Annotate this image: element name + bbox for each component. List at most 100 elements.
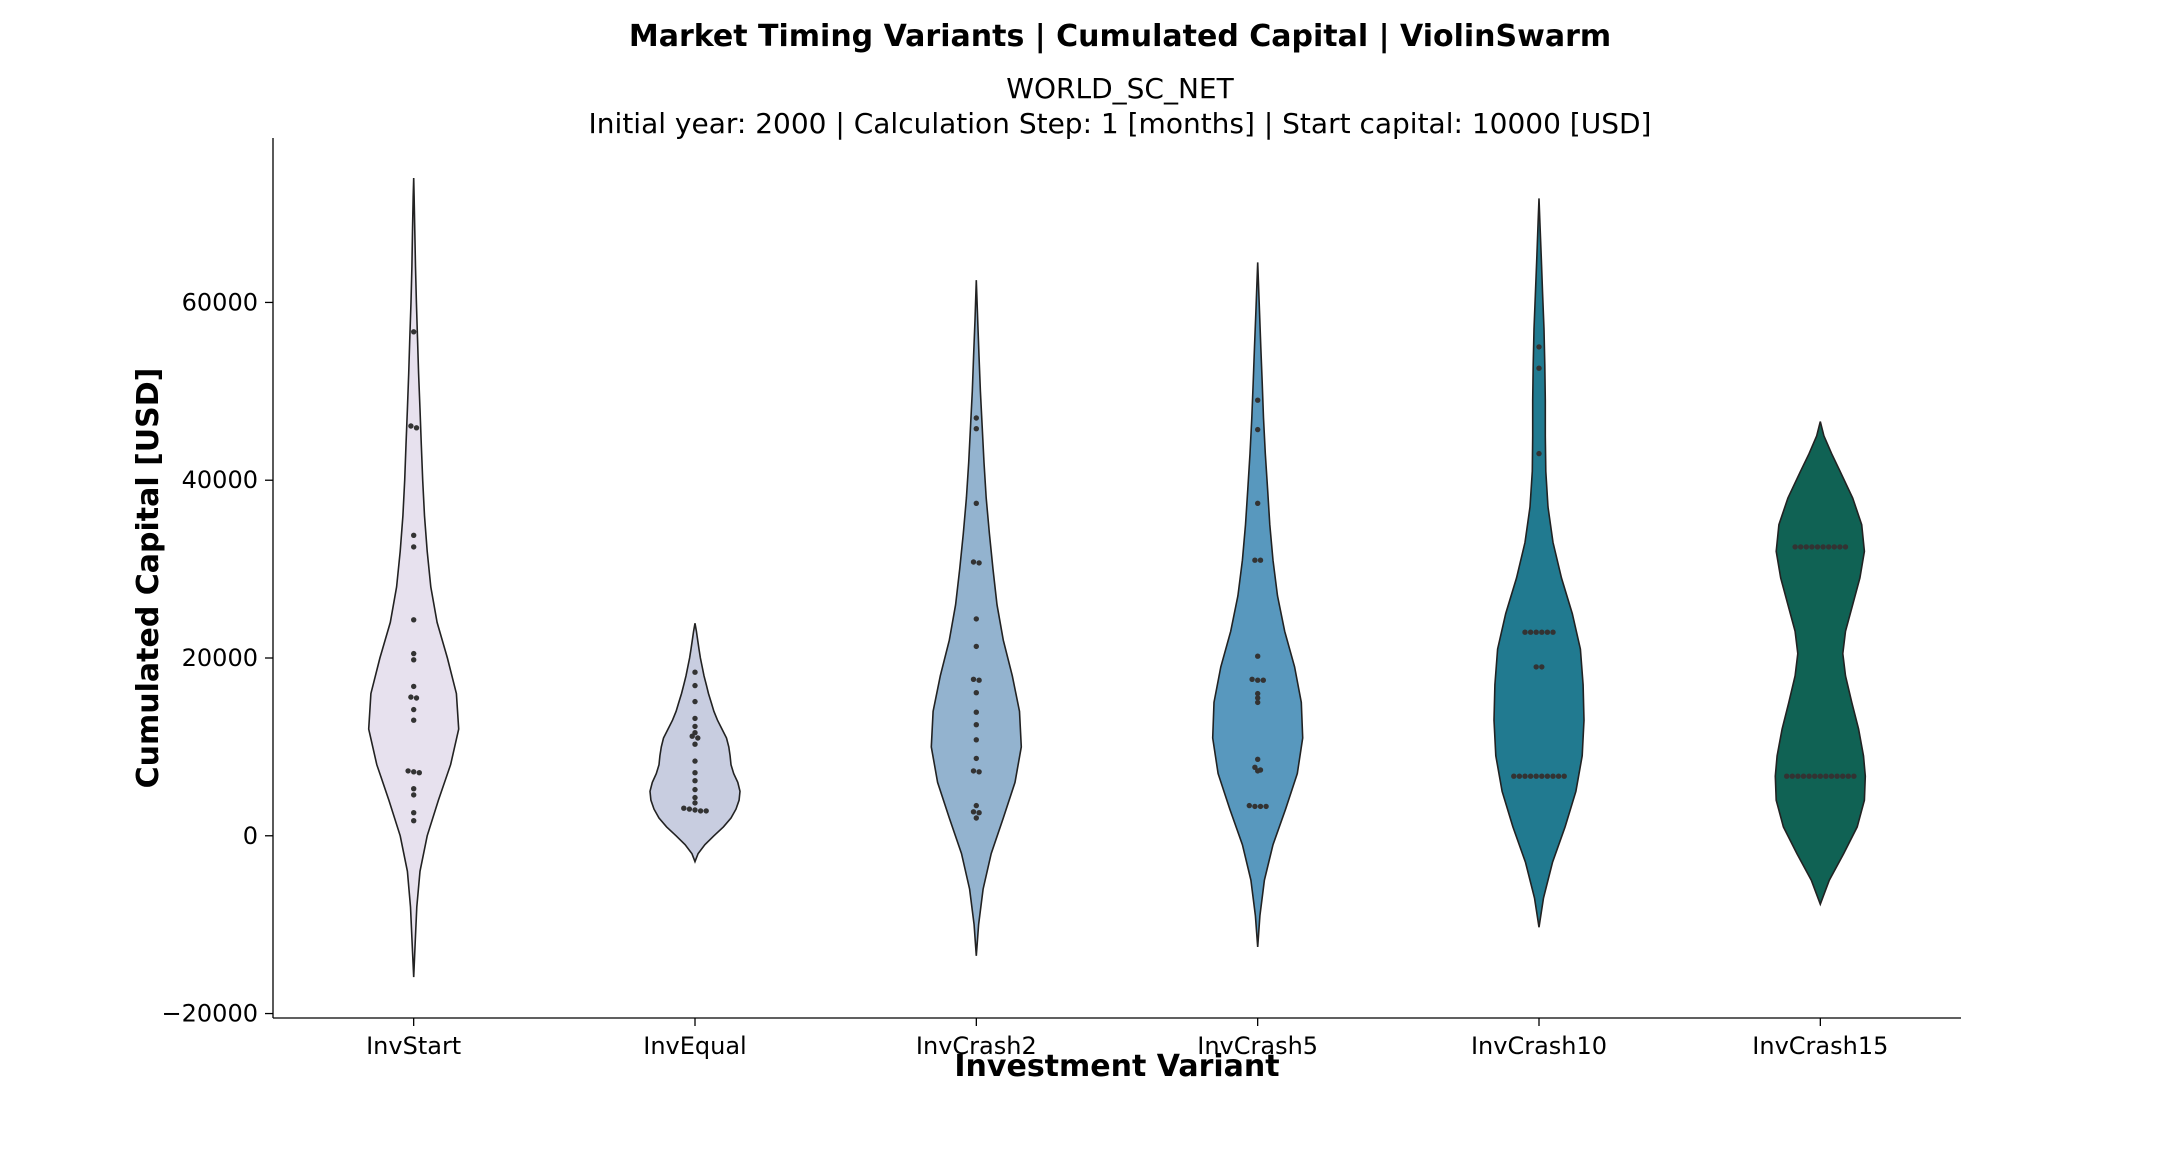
swarm-point-InvCrash15: [1789, 773, 1796, 779]
swarm-point-InvStart: [413, 695, 420, 701]
swarm-point-InvStart: [411, 329, 417, 335]
swarm-point-InvStart: [411, 769, 417, 775]
swarm-point-InvStart: [411, 818, 417, 824]
swarm-point-InvCrash5: [1252, 557, 1258, 563]
swarm-point-InvStart: [411, 617, 417, 623]
swarm-point-InvEqual: [692, 669, 698, 675]
swarm-point-InvStart: [411, 532, 417, 538]
swarm-point-InvCrash15: [1803, 544, 1810, 550]
swarm-point-InvCrash5: [1246, 802, 1253, 809]
swarm-point-InvStart: [411, 792, 417, 798]
swarm-point-InvStart: [411, 706, 417, 713]
swarm-point-InvCrash10: [1550, 773, 1556, 779]
plot-area: [367, 177, 1867, 978]
swarm-point-InvCrash2: [970, 809, 977, 815]
swarm-point-InvCrash15: [1840, 773, 1846, 779]
swarm-point-InvCrash10: [1544, 629, 1551, 635]
swarm-point-InvCrash5: [1255, 768, 1261, 774]
swarm-point-InvEqual: [692, 758, 698, 764]
x-axis-label: Investment Variant: [954, 1049, 1279, 1084]
swarm-point-InvCrash15: [1826, 544, 1832, 550]
swarm-point-InvCrash5: [1255, 397, 1261, 403]
violin-InvCrash10: [1493, 198, 1585, 928]
swarm-point-InvEqual: [692, 723, 698, 730]
swarm-point-InvEqual: [692, 698, 698, 705]
swarm-point-InvCrash10: [1522, 773, 1528, 779]
swarm-point-InvEqual: [692, 794, 698, 801]
swarm-point-InvStart: [408, 423, 414, 429]
swarm-point-InvEqual: [692, 682, 698, 689]
violin-InvStart: [367, 177, 460, 978]
swarm-point-InvCrash15: [1831, 544, 1838, 550]
swarm-point-InvCrash10: [1544, 773, 1551, 779]
swarm-point-InvEqual: [692, 786, 698, 793]
swarm-point-InvCrash2: [973, 815, 979, 821]
swarm-point-InvEqual: [692, 778, 698, 784]
x-tick-label: InvStart: [366, 1032, 461, 1060]
swarm-point-InvEqual: [695, 735, 701, 741]
swarm-point-InvEqual: [692, 715, 698, 722]
swarm-point-InvCrash10: [1539, 629, 1545, 635]
swarm-point-InvCrash2: [973, 616, 979, 622]
x-axis-ticks: InvStart InvEqual InvCrash2 InvCrash5 InvCra…: [366, 1018, 1888, 1060]
swarm-point-InvEqual: [703, 808, 709, 814]
swarm-point-InvEqual: [697, 808, 704, 814]
swarm-point-InvStart: [411, 717, 417, 723]
swarm-point-InvEqual: [692, 770, 698, 776]
swarm-point-InvCrash10: [1533, 773, 1539, 779]
y-tick-label: 60000: [182, 288, 258, 316]
y-tick-label: 20000: [182, 644, 258, 672]
swarm-point-InvCrash5: [1249, 676, 1255, 682]
swarm-point-InvCrash15: [1814, 544, 1821, 550]
swarm-point-InvCrash5: [1260, 677, 1267, 683]
swarm-point-InvCrash5: [1263, 803, 1269, 810]
swarm-point-InvStart: [411, 683, 417, 690]
swarm-point-InvCrash2: [973, 755, 979, 762]
x-tick-label: InvCrash5: [1197, 1032, 1318, 1060]
swarm-point-InvCrash10: [1522, 629, 1528, 635]
swarm-point-InvCrash2: [976, 769, 982, 775]
swarm-point-InvCrash10: [1527, 773, 1534, 779]
swarm-point-InvCrash10: [1561, 773, 1567, 779]
swarm-point-InvStart: [411, 650, 417, 657]
swarm-point-InvCrash5: [1255, 500, 1261, 506]
swarm-point-InvCrash2: [976, 677, 982, 683]
swarm-point-InvCrash15: [1806, 773, 1812, 779]
swarm-point-InvCrash15: [1792, 544, 1798, 550]
violin-InvCrash15: [1774, 421, 1867, 907]
swarm-point-InvCrash5: [1255, 690, 1261, 697]
swarm-point-InvCrash15: [1842, 544, 1849, 550]
swarm-point-InvEqual: [689, 733, 695, 739]
swarm-point-InvCrash2: [970, 559, 977, 565]
swarm-point-InvCrash2: [973, 737, 979, 743]
swarm-point-InvCrash15: [1809, 544, 1815, 550]
swarm-point-InvStart: [411, 810, 417, 816]
swarm-point-InvCrash5: [1257, 803, 1264, 810]
x-tick-label: InvEqual: [643, 1032, 746, 1060]
swarm-point-InvCrash10: [1550, 629, 1556, 635]
swarm-point-InvCrash15: [1845, 773, 1852, 779]
swarm-point-InvCrash10: [1527, 629, 1534, 635]
chart-subtitle-line-2: Initial year: 2000 | Calculation Step: 1…: [589, 107, 1652, 140]
y-tick-label: −20000: [162, 1000, 258, 1028]
swarm-point-InvStart: [411, 657, 417, 663]
swarm-point-InvCrash15: [1812, 773, 1818, 779]
swarm-point-InvCrash5: [1255, 426, 1261, 433]
violin-InvCrash5: [1211, 262, 1304, 947]
x-tick-label: InvCrash15: [1752, 1032, 1888, 1060]
swarm-point-InvCrash15: [1834, 773, 1840, 779]
swarm-point-InvCrash15: [1823, 773, 1829, 779]
swarm-point-InvCrash2: [970, 676, 977, 682]
swarm-point-InvCrash2: [973, 415, 979, 421]
swarm-point-InvCrash5: [1255, 756, 1261, 762]
swarm-point-InvCrash2: [973, 709, 979, 715]
swarm-point-InvCrash5: [1252, 803, 1258, 810]
swarm-point-InvCrash5: [1255, 695, 1261, 701]
x-tick-label: InvCrash2: [916, 1032, 1037, 1060]
swarm-point-InvEqual: [692, 807, 698, 813]
swarm-point-InvCrash10: [1533, 664, 1539, 670]
swarm-point-InvEqual: [692, 741, 698, 747]
swarm-point-InvCrash15: [1784, 773, 1790, 779]
swarm-point-InvCrash10: [1536, 344, 1542, 350]
chart-title: Market Timing Variants | Cumulated Capit…: [629, 19, 1611, 54]
